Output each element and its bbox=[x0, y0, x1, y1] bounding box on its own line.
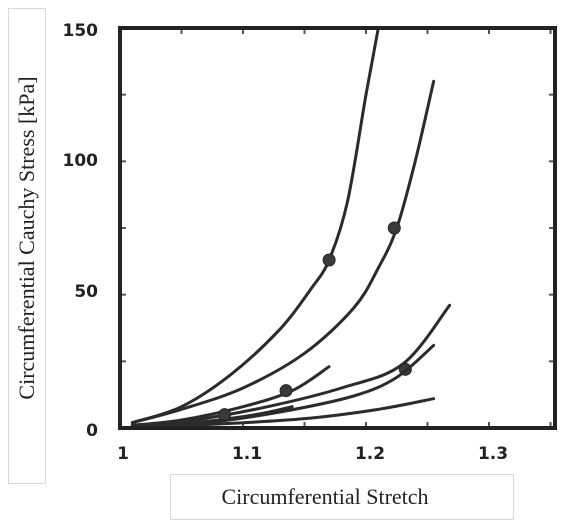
y-tick-label: 150 bbox=[63, 21, 99, 41]
y-tick-label: 0 bbox=[86, 421, 98, 441]
x-axis-title: Circumferential Stretch bbox=[221, 484, 428, 509]
series-layer bbox=[130, 26, 452, 429]
x-axis-title-box bbox=[170, 474, 514, 520]
y-axis-title-box bbox=[8, 8, 46, 484]
plot-frame bbox=[118, 26, 557, 430]
y-axis-title: Circumferential Cauchy Stress [kPa] bbox=[14, 76, 39, 399]
data-point-marker bbox=[279, 384, 293, 398]
series-line bbox=[130, 303, 452, 427]
x-tick-label: 1.1 bbox=[232, 444, 262, 464]
x-tick-label: 1.3 bbox=[478, 444, 508, 464]
ticks-layer bbox=[119, 27, 555, 429]
y-tick-label: 50 bbox=[74, 282, 98, 302]
y-tick-label: 100 bbox=[63, 151, 99, 171]
data-point-marker bbox=[322, 253, 336, 267]
series-line bbox=[130, 26, 380, 425]
x-tick-label: 1.2 bbox=[355, 444, 385, 464]
series-line bbox=[130, 397, 436, 429]
series-line bbox=[130, 79, 436, 425]
data-point-marker bbox=[218, 408, 232, 422]
data-point-marker bbox=[387, 221, 401, 235]
x-tick-label: 1 bbox=[117, 444, 129, 464]
